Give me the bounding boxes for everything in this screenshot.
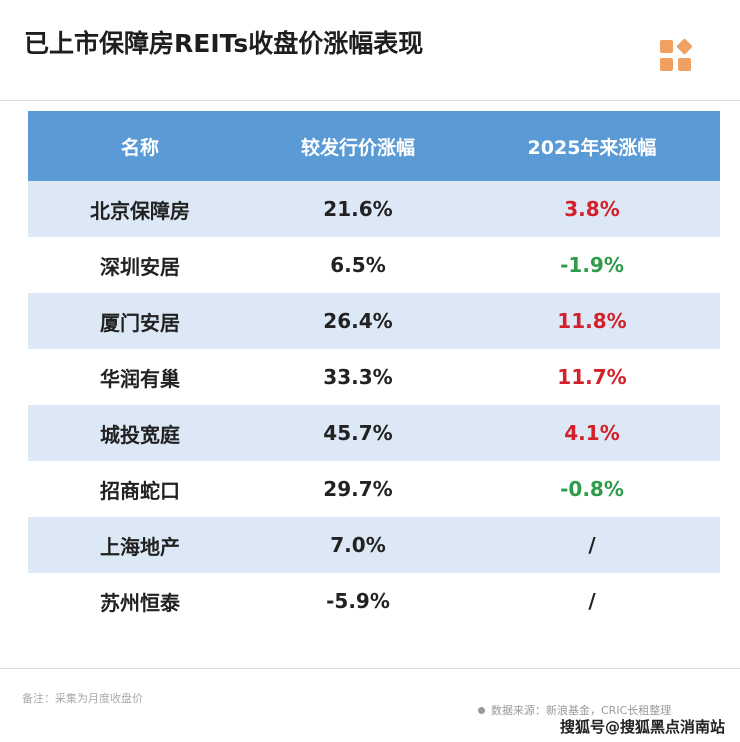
cell-issue-change: 7.0% — [330, 533, 386, 557]
table-row: 上海地产 7.0% / — [28, 517, 720, 573]
table-row: 华润有巢 33.3% 11.7% — [28, 349, 720, 405]
cell-ytd-change: 11.7% — [557, 365, 627, 389]
source-note: 数据来源：新浪基金，CRIC长租整理 — [478, 702, 671, 718]
watermark: 搜狐号@搜狐黑点消南站 — [560, 718, 726, 736]
cell-issue-change: 33.3% — [323, 365, 393, 389]
table-row: 城投宽庭 45.7% 4.1% — [28, 405, 720, 461]
cell-issue-change: 6.5% — [330, 253, 386, 277]
table-row: 深圳安居 6.5% -1.9% — [28, 237, 720, 293]
cell-issue-change: 26.4% — [323, 309, 393, 333]
cell-name: 城投宽庭 — [100, 422, 180, 447]
table-row: 厦门安居 26.4% 11.8% — [28, 293, 720, 349]
logo-icon — [660, 38, 693, 72]
cell-issue-change: 29.7% — [323, 477, 393, 501]
column-header: 较发行价涨幅 — [300, 136, 415, 159]
cell-ytd-change: -0.8% — [560, 477, 624, 501]
cell-name: 苏州恒泰 — [100, 590, 180, 615]
table-header: 名称 较发行价涨幅 2025年来涨幅 — [28, 111, 720, 181]
divider — [0, 100, 740, 101]
footnote: 备注：采集为月度收盘价 — [22, 692, 143, 705]
cell-ytd-change: -1.9% — [560, 253, 624, 277]
source-text: 数据来源：新浪基金，CRIC长租整理 — [491, 704, 672, 717]
cell-issue-change: 45.7% — [323, 421, 393, 445]
cell-name: 招商蛇口 — [100, 478, 180, 503]
cell-ytd-change: 4.1% — [564, 421, 620, 445]
cell-issue-change: 21.6% — [323, 197, 393, 221]
cell-name: 上海地产 — [100, 534, 180, 559]
page-title: 已上市保障房REITs收盘价涨幅表现 — [24, 29, 424, 58]
cell-ytd-change: 3.8% — [564, 197, 620, 221]
divider — [0, 668, 740, 669]
cell-name: 厦门安居 — [100, 310, 180, 335]
table-row: 北京保障房 21.6% 3.8% — [28, 181, 720, 237]
cell-name: 华润有巢 — [100, 366, 180, 391]
column-header: 2025年来涨幅 — [527, 136, 657, 159]
cell-name: 深圳安居 — [100, 254, 180, 279]
table-row: 招商蛇口 29.7% -0.8% — [28, 461, 720, 517]
cell-issue-change: -5.9% — [326, 589, 390, 613]
column-header: 名称 — [120, 136, 159, 159]
cell-ytd-change: 11.8% — [557, 309, 627, 333]
cell-ytd-change: / — [588, 589, 596, 613]
data-table: 名称 较发行价涨幅 2025年来涨幅 北京保障房 21.6% 3.8% 深圳安居 6.5… — [28, 111, 720, 629]
cell-ytd-change: / — [588, 533, 596, 557]
table-row: 苏州恒泰 -5.9% / — [28, 573, 720, 629]
bullet-icon — [478, 707, 485, 714]
cell-name: 北京保障房 — [90, 198, 190, 223]
